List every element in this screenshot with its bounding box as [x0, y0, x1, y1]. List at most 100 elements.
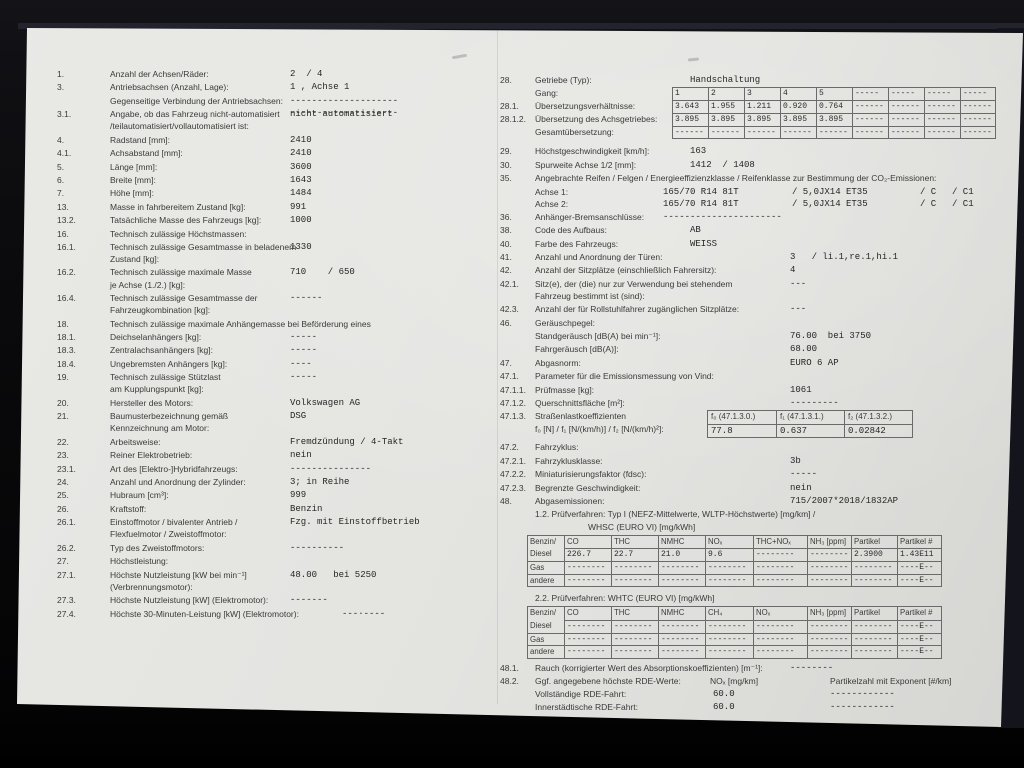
gtd-value: ----- [852, 87, 888, 101]
item-value: 2410 [290, 148, 312, 159]
gtd-value: ------ [780, 126, 816, 140]
ecell-value: ----E-- [897, 573, 941, 587]
item-label: Fahrzyklusklasse: [535, 455, 603, 466]
ecell-value: -------- [611, 560, 658, 574]
item-label: Hersteller des Motors: [110, 397, 194, 408]
doc-row: 41. Anzahl und Anordnung der Türen: 3 / … [498, 251, 1018, 263]
item-number: 41. [500, 251, 512, 262]
item-number: 48.2. [500, 676, 519, 687]
item-label: Radstand [mm]: [110, 134, 170, 145]
item-number: 26. [57, 503, 69, 514]
item-label: Technisch zulässige maximale Masse je Ac… [110, 267, 252, 290]
item-number: 18.3. [57, 345, 76, 356]
ecell-value: -------- [564, 632, 611, 646]
doc-row: 13.2. Tatsächliche Masse des Fahrzeugs [… [55, 214, 503, 226]
ecell-value: ----E-- [897, 619, 941, 633]
item-label: Technisch zulässige Gesamtmasse in belad… [110, 241, 297, 265]
item-value: WEISS [690, 238, 718, 249]
item-value: ----- [290, 345, 318, 356]
gtd-value: ------ [708, 126, 744, 140]
ecell-value: CH₄ [705, 607, 753, 620]
item-value: ----- [290, 332, 318, 343]
ecell-value: -------- [851, 632, 897, 646]
item-number: 47.2.3. [500, 482, 526, 493]
item-number: 18.1. [57, 332, 76, 343]
item-label: Anhänger-Bremsanschlüsse: [535, 211, 645, 222]
gtd-value: 3 [744, 87, 780, 101]
doc-row: 3. Antriebsachsen (Anzahl, Lage): 1 , Ac… [55, 81, 503, 93]
item-value: 3; in Reihe [290, 476, 350, 487]
gtd-value: ------ [924, 113, 960, 127]
ecell-value: Partikel [851, 607, 897, 620]
item-label: Breite [mm]: [110, 174, 156, 185]
item-value: ---------- [290, 542, 345, 553]
gtd-value: 3.895 [816, 113, 852, 127]
item-number: 13. [57, 201, 69, 212]
ecell-value: NH₃ [ppm] [807, 607, 851, 620]
item-number: 40. [500, 238, 512, 249]
item-value: 991 [290, 201, 307, 212]
item-number: 42.1. [500, 278, 519, 289]
rde-nox-value: 60.0 [713, 701, 735, 712]
item-value: ---·---- [342, 608, 386, 619]
gtd-value: 2 [708, 87, 744, 101]
rde-particle-header: Partikelzahl mit Exponent [#/km] [830, 676, 952, 687]
ecell-value: -------- [807, 645, 851, 658]
ecell-value: -------- [753, 560, 807, 574]
item-value: ----- [290, 372, 318, 383]
item-label: Spurweite Achse 1/2 [mm]: [535, 159, 637, 170]
emissions-table-nefz: Benzin/ CO THC NMHC NOₓ THC+NOₓ NH₃ [ppm] Part… [527, 534, 942, 588]
item-label: Angebrachte Reifen / Felgen / Energieeff… [535, 173, 937, 184]
item-label: Rauch (korrigierter Wert des Absorptions… [535, 662, 763, 673]
ecell-value: ----E-- [897, 632, 941, 646]
item-label: Anzahl und Anordnung der Türen: [535, 251, 663, 262]
doc-row: 1. Anzahl der Achsen/Räder: 2 / 4 [55, 68, 503, 80]
tyre-class: / C1 [952, 199, 974, 210]
item-number: 42. [500, 265, 512, 276]
item-label: Sitz(e), der (die) nur zur Verwendung be… [535, 278, 733, 301]
item-label: Fahrgeräusch [dB(A)]: [535, 344, 619, 355]
rde-row-label: Innerstädtische RDE-Fahrt: [535, 701, 638, 712]
item-value: 1 , Achse 1 [290, 82, 350, 93]
doc-row: 29. Höchstgeschwindigkeit [km/h]: 163 [498, 145, 1018, 157]
ecell-value: 226.7 [564, 548, 611, 561]
road-load-value-row: 77.8 0.637 0.02842 [708, 424, 912, 438]
item-number: 29. [500, 146, 512, 157]
ecell-value: -------- [807, 632, 851, 646]
item-label: Technisch zulässige Gesamtmasse der Fahr… [110, 293, 258, 316]
doc-row: 27.1. Höchste Nutzleistung [kW bei min⁻¹… [55, 569, 503, 593]
gtd-value: ------ [816, 126, 852, 140]
ecell-value: NOₓ [753, 607, 807, 620]
test-procedure-2: 2.2. Prüfverfahren: WHTC (EURO VI) [mg/k… [535, 593, 715, 604]
item-value: Volkswagen AG [290, 397, 361, 408]
item-value: nicht automatisiert [290, 109, 393, 120]
emissions-row-label: Diesel [530, 620, 552, 630]
item-label: Art des [Elektro-]Hybridfahrzeugs: [110, 463, 238, 474]
ecell-value: -------- [851, 619, 897, 633]
item-label: Deichselanhängers [kg]: [110, 332, 202, 343]
item-number: 13.2. [57, 215, 76, 226]
ecell-value: -------- [851, 573, 897, 587]
rde-header-row: 48.2. Ggf. angegebene höchste RDE-Werte:… [498, 675, 1018, 688]
ecell-value: Partikel [851, 535, 897, 549]
rde-particle-value: ------------ [830, 701, 895, 712]
gear-cells: 3.643 1.955 1.211 0.920 0.764 ------ ------ ---… [672, 100, 996, 114]
item-value: 3600 [290, 161, 312, 172]
test-procedure-1-line2: WHSC (EURO VI) [mg/kWh] [588, 521, 696, 532]
gtd-value: ------ [888, 100, 924, 114]
ecell-value: ----E-- [897, 560, 941, 574]
gtd-value: ----- [924, 87, 960, 101]
gear-table-row: 28.1.2. Übersetzung des Achsgetriebes: 3… [498, 113, 1018, 127]
gtd-value: ------ [852, 113, 888, 127]
item-label: Technisch zulässige maximale Anhängemass… [110, 318, 371, 329]
item-number: 18. [57, 318, 69, 329]
doc-row: 16.2. Technisch zulässige maximale Masse… [55, 266, 503, 290]
ecell-value: -------- [753, 573, 807, 587]
doc-row: 4.1. Achsabstand [mm]: 2410 [55, 147, 503, 159]
doc-row: 21. Baumusterbezeichnung gemäß Kennzeich… [55, 410, 503, 434]
ecell-value: -------- [611, 632, 658, 646]
item-number: 47.2. [500, 442, 519, 453]
gtd-value: 3.895 [672, 113, 708, 127]
doc-row: 18. Technisch zulässige maximale Anhänge… [55, 318, 503, 330]
item-label: Prüfmasse [kg]: [535, 384, 595, 395]
